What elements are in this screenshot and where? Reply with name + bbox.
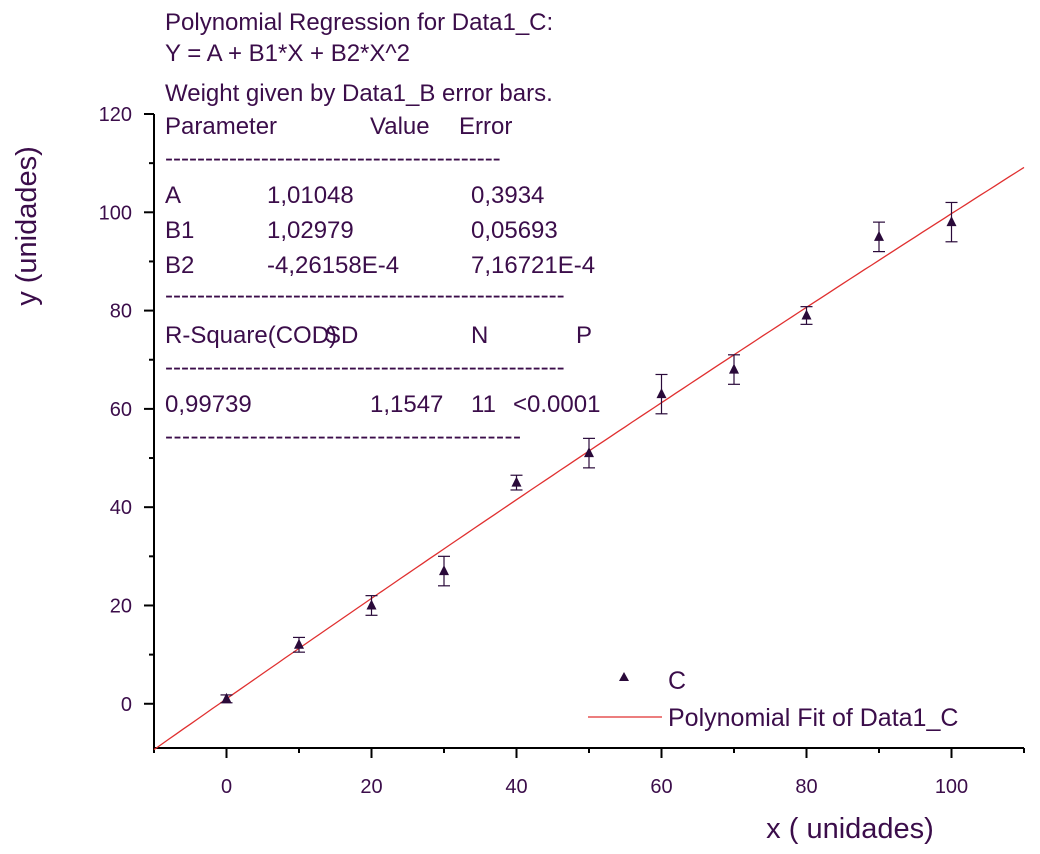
triangle-marker [729, 363, 739, 374]
param-col-header-parameter: Parameter [165, 113, 277, 140]
stat-col-header-rsquare: R-Square(COD) [165, 322, 337, 349]
param-value: 1,01048 [267, 182, 354, 209]
annotation-rule: ----------------------------------------… [165, 423, 521, 450]
legend-label-c: C [668, 667, 686, 695]
annotation-rule: ----------------------------------------… [165, 145, 501, 172]
param-value: 1,02979 [267, 217, 354, 244]
stat-col-header-p: P [576, 322, 592, 349]
legend: C Polynomial Fit of Data1_C [588, 667, 958, 732]
triangle-marker [366, 599, 377, 610]
stat-n-value: 11 [471, 391, 496, 418]
param-col-header-value: Value [370, 113, 430, 140]
param-value: -4,26158E-4 [267, 252, 399, 279]
annotation-equation: Y = A + B1*X + B2*X^2 [165, 40, 410, 67]
triangle-marker [221, 692, 232, 703]
triangle-marker [511, 476, 522, 487]
annotation-title: Polynomial Regression for Data1_C: [165, 9, 553, 36]
x-axis-label: x ( unidades) [766, 813, 934, 845]
regression-annotation: Polynomial Regression for Data1_C: Y = A… [165, 9, 600, 450]
param-name: B1 [165, 217, 194, 244]
stat-col-header-sd: SD [325, 322, 358, 349]
y-tick-label: 0 [121, 694, 132, 716]
data-point [583, 437, 595, 469]
x-tick-label: 40 [505, 776, 527, 798]
x-tick-label: 80 [795, 776, 817, 798]
data-point [365, 595, 378, 616]
triangle-marker [946, 216, 957, 227]
y-tick-label: 40 [110, 497, 132, 519]
x-tick-label: 60 [650, 776, 672, 798]
data-point [655, 373, 668, 415]
annotation-rule: ----------------------------------------… [165, 282, 565, 309]
stat-col-header-n: N [471, 322, 488, 349]
data-point [873, 221, 885, 253]
param-error: 0,05693 [471, 217, 558, 244]
legend-marker-c [619, 672, 629, 681]
triangle-marker [874, 230, 884, 241]
triangle-marker [439, 565, 449, 576]
data-point [728, 354, 740, 385]
triangle-marker [801, 309, 812, 320]
y-tick-label: 60 [110, 399, 132, 421]
param-error: 7,16721E-4 [471, 252, 595, 279]
x-tick-label: 100 [935, 776, 968, 798]
y-tick-label: 20 [110, 595, 132, 617]
data-point [800, 306, 813, 325]
data-point [293, 636, 305, 653]
triangle-marker [656, 388, 667, 399]
data-point [945, 201, 958, 243]
data-point [220, 692, 233, 704]
legend-label-fit: Polynomial Fit of Data1_C [668, 704, 958, 732]
annotation-weight-note: Weight given by Data1_B error bars. [165, 80, 553, 107]
stat-p-value: <0.0001 [513, 391, 600, 418]
data-point [510, 474, 523, 491]
triangle-marker [584, 447, 594, 458]
y-axis-label: y (unidades) [11, 146, 43, 306]
x-tick-label: 20 [360, 776, 382, 798]
x-tick-label: 0 [221, 776, 232, 798]
param-col-header-error: Error [459, 113, 512, 140]
data-point [438, 555, 450, 587]
param-name: B2 [165, 252, 194, 279]
y-tick-label: 100 [99, 202, 132, 224]
param-error: 0,3934 [471, 182, 544, 209]
stat-sd-value: 1,1547 [370, 391, 443, 418]
y-tick-label: 120 [99, 104, 132, 126]
triangle-marker [294, 638, 304, 649]
annotation-rule: ----------------------------------------… [165, 354, 565, 381]
stat-rsquare-value: 0,99739 [165, 391, 252, 418]
param-name: A [165, 182, 181, 209]
y-tick-label: 80 [110, 301, 132, 323]
